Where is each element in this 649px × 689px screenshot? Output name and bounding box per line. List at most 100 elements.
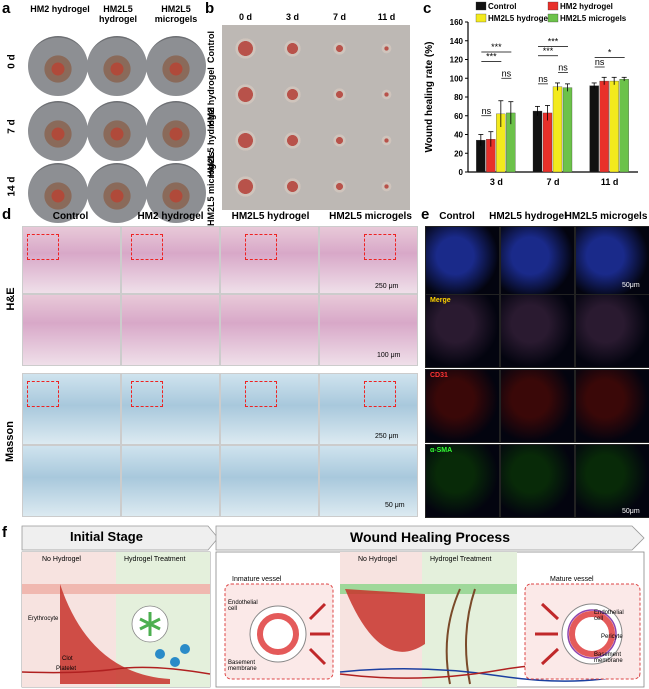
sig-label-1: ns [502, 68, 512, 78]
photo-b-r1c2 [269, 25, 316, 72]
panel-label-e: e [421, 206, 430, 223]
panel-d-row-he: H&E [5, 287, 17, 311]
y-tick-label-2: 40 [454, 131, 463, 140]
photo-b-r4c3 [316, 163, 363, 210]
fluorescence-e-r2c3 [575, 294, 649, 368]
panel-label-a: a [2, 0, 11, 17]
photo-b-r2c3 [316, 71, 363, 118]
histology-d-r1c4 [319, 226, 418, 294]
histology-d-r2c1 [22, 294, 121, 366]
scalebar-d-1: 250 μm [375, 283, 399, 290]
histology-d-r3c2 [121, 373, 220, 445]
sig-label-4: *** [543, 46, 554, 56]
bar-1-0 [532, 110, 543, 173]
fluorescence-e-r3c1 [425, 369, 500, 443]
panel-d-col-3: HM2L5 hydrogel [231, 211, 310, 222]
fluorescence-e-r4c3 [575, 444, 649, 518]
panel-e-col-3: HM2L5 microgels [564, 211, 648, 222]
fluorescence-e-r4c1 [425, 444, 500, 518]
f-basement-2: Basement membrane [594, 652, 623, 664]
photo-a-r2c2 [87, 101, 147, 161]
y-tick-label-5: 100 [450, 74, 464, 83]
y-tick-label-0: 0 [459, 168, 464, 177]
panel-a-col-3: HM2L5 microgels [154, 4, 198, 24]
histology-d-r4c1 [22, 445, 121, 517]
photo-b-r3c3 [316, 117, 363, 164]
stage1-title: Initial Stage [70, 529, 143, 544]
sig-label-7: ns [558, 63, 568, 73]
panel-a-row-1: 0 d [6, 54, 18, 69]
photo-a-r3c3 [146, 163, 206, 223]
panel-a-col-2: HM2L5 hydrogel [98, 4, 137, 24]
f-hydrogel-treatment-1: Hydrogel Treatment [124, 556, 186, 563]
fluorescence-e-r4c2 [500, 444, 575, 518]
f-no-hydrogel-2: No Hydrogel [358, 556, 397, 563]
photo-b-r4c2 [269, 163, 316, 210]
photo-b-r1c1 [222, 25, 269, 72]
y-tick-label-8: 160 [450, 18, 464, 27]
sig-label-5: *** [548, 36, 559, 46]
fluorescence-e-r2c2 [500, 294, 575, 368]
f-platelet: Platelet [56, 666, 77, 672]
bar-2-0 [589, 85, 599, 173]
scalebar-d-4: 50 μm [385, 502, 405, 509]
panel-d-col-2: HM2 hydrogel [137, 211, 204, 222]
bar-2-1 [599, 80, 609, 173]
wound-healing-chart: 0 20 40 60 80 100 120 140 160 Wound healing rate … [424, 1, 638, 187]
zoom-box-d-r3c3 [245, 381, 277, 407]
legend-swatch-2 [475, 13, 487, 23]
label-merge: Merge [430, 297, 451, 304]
x-tick-label-0: 3 d [490, 177, 503, 187]
panel-d-col-4: HM2L5 microgels [329, 211, 412, 222]
f-mature-vessel: Mature vessel [550, 576, 594, 583]
histology-d-r2c3 [220, 294, 319, 366]
scalebar-e-2: 50μm [622, 508, 640, 515]
histology-d-r4c4 [319, 445, 418, 517]
x-tick-label-2: 11 d [601, 177, 619, 187]
histology-d-r2c2 [121, 294, 220, 366]
panel-label-c: c [423, 0, 432, 17]
legend-label-2: HM2L5 hydrogel [488, 14, 550, 23]
label-cd31: CD31 [430, 372, 448, 379]
y-tick-label-7: 140 [450, 37, 464, 46]
photo-b-r1c3 [316, 25, 363, 72]
fluorescence-e-r3c3 [575, 369, 649, 443]
schematic-diagram [21, 525, 645, 688]
f-hydrogel-treatment-2: Hydrogel Treatment [430, 556, 492, 563]
zoom-box-d-r1c3 [245, 234, 277, 260]
sig-label-6: ns [538, 74, 548, 84]
photo-a-r3c2 [87, 163, 147, 223]
histology-d-r1c3 [220, 226, 319, 294]
panel-a-row-3: 14 d [6, 176, 18, 197]
legend-swatch-0 [475, 1, 487, 11]
histology-d-r3c3 [220, 373, 319, 445]
photo-a-r1c3 [146, 36, 206, 96]
photo-b-r2c2 [269, 71, 316, 118]
panel-d-col-1: Control [52, 211, 89, 222]
panel-b-row-1: Control [206, 31, 216, 63]
zoom-box-d-r1c4 [364, 234, 396, 260]
legend-swatch-1 [547, 1, 559, 11]
sig-label-2: *** [486, 51, 497, 61]
fluorescence-e-r2c1 [425, 294, 500, 368]
f-clot: Clot [62, 656, 73, 662]
panel-label-f: f [2, 524, 7, 541]
f-immature-vessel: Inmature vessel [232, 576, 282, 583]
zoom-box-d-r3c2 [131, 381, 163, 407]
label-asma: α-SMA [430, 447, 453, 454]
scalebar-d-3: 250 μm [375, 433, 399, 440]
histology-d-r4c3 [220, 445, 319, 517]
bar-1-2 [552, 86, 563, 173]
photo-b-r2c1 [222, 71, 269, 118]
histology-d-r4c2 [121, 445, 220, 517]
photo-b-r3c4 [363, 117, 410, 164]
zoom-box-d-r1c1 [27, 234, 59, 260]
bar-2-2 [609, 80, 619, 173]
photo-a-r1c1 [28, 36, 88, 96]
fluorescence-e-r1c2 [500, 226, 575, 300]
histology-d-r1c1 [22, 226, 121, 294]
legend-label-1: HM2 hydrogel [560, 2, 613, 11]
legend-swatch-3 [547, 13, 559, 23]
histology-d-r3c4 [319, 373, 418, 445]
sig-label-3: *** [491, 42, 502, 52]
